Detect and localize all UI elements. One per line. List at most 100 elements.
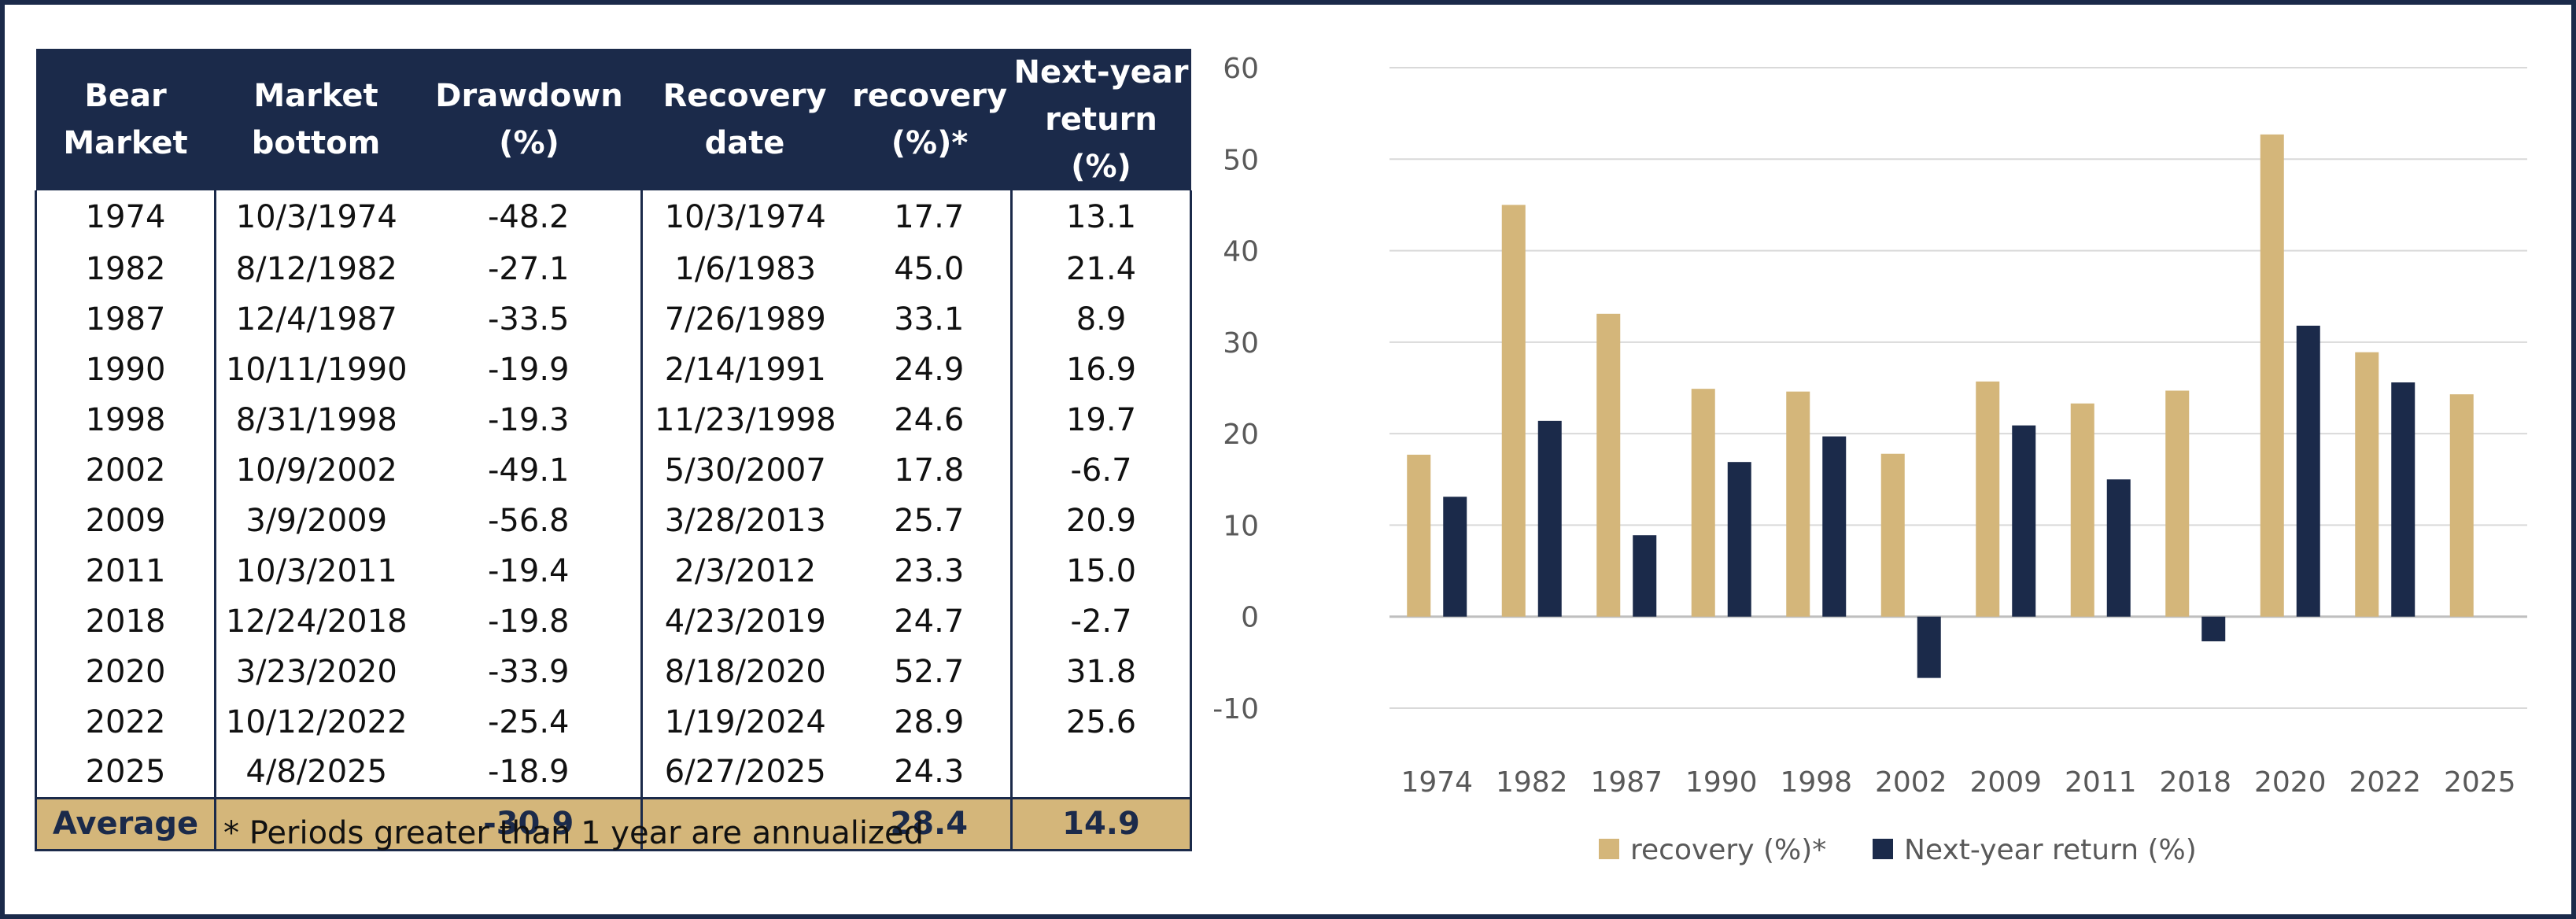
- bar-recovery: [2165, 390, 2190, 617]
- table-row: 2022 10/12/2022 -25.4 1/19/2024 28.9 25.6: [35, 697, 1192, 747]
- cell-recovery-pct: 45.0: [894, 251, 965, 287]
- header-drawdown: Drawdown (%): [416, 49, 642, 190]
- cell-market-bottom: 8/31/1998: [214, 395, 417, 445]
- cell-drawdown: -56.8: [488, 503, 570, 539]
- cell-next-year-return: 13.1: [1010, 190, 1192, 244]
- x-tick-label: 2011: [2065, 766, 2137, 799]
- cell-recovery-date: 2/14/1991: [640, 345, 848, 395]
- table-row: 2009 3/9/2009 -56.8 3/28/2013 25.7 20.9: [35, 496, 1192, 546]
- cell-recovery-pct: 23.3: [894, 553, 965, 589]
- cell-drawdown: -19.9: [488, 352, 570, 388]
- bear-market-table: Bear Market Market bottom Drawdown (%) Reco…: [35, 49, 1192, 851]
- cell-recovery-pct: 17.8: [894, 452, 965, 489]
- x-tick-label: 2022: [2349, 766, 2421, 799]
- cell-drawdown: -25.4: [488, 704, 570, 740]
- cell-recovery-date: 6/27/2025: [640, 747, 848, 799]
- cell-next-year-return: 31.8: [1010, 647, 1192, 697]
- cell-market-bottom: 4/8/2025: [214, 747, 417, 799]
- table-row: 1990 10/11/1990 -19.9 2/14/1991 24.9 16.9: [35, 345, 1192, 395]
- header-market-bottom: Market bottom: [215, 49, 417, 190]
- bar-next-year-return: [2012, 425, 2036, 617]
- average-drawdown: -30.9: [416, 796, 642, 851]
- cell-drawdown: -18.9: [416, 747, 642, 799]
- cell-recovery-date: 1/6/1983: [640, 244, 848, 294]
- bar-recovery: [2070, 403, 2094, 617]
- bar-recovery: [2260, 134, 2284, 617]
- cell-recovery-pct: 17.7: [894, 199, 965, 235]
- average-next-year-return: 14.9: [1010, 796, 1192, 851]
- cell-drawdown: -33.9: [488, 654, 570, 690]
- x-tick-label: 2018: [2159, 766, 2231, 799]
- y-tick-label: 0: [1241, 602, 1259, 634]
- cell-recovery-pct: 28.9: [894, 704, 965, 740]
- cell-market-bottom: 3/9/2009: [214, 496, 417, 546]
- cell-market-bottom: 12/4/1987: [214, 294, 417, 345]
- y-tick-label: 10: [1223, 510, 1259, 542]
- average-cell: [640, 796, 848, 851]
- cell-next-year-return: 16.9: [1010, 345, 1192, 395]
- bar-recovery: [1691, 389, 1715, 617]
- x-tick-label: 1998: [1780, 766, 1852, 799]
- table-footnote: * Periods greater than 1 year are annual…: [223, 815, 924, 851]
- legend-label-next-year-return: Next-year return (%): [1904, 834, 2197, 866]
- bar-next-year-return: [2201, 616, 2226, 642]
- bar-recovery: [1596, 313, 1621, 617]
- cell-next-year-return: 21.4: [1010, 244, 1192, 294]
- bar-next-year-return: [2106, 479, 2131, 617]
- cell-drawdown: -49.1: [488, 452, 570, 489]
- table-row: 1982 8/12/1982 -27.1 1/6/1983 45.0 21.4: [35, 244, 1192, 294]
- table-row: 1987 12/4/1987 -33.5 7/26/1989 33.1 8.9: [35, 294, 1192, 345]
- cell-bear-market-year: 1998: [35, 395, 216, 445]
- cell-recovery-date: 5/30/2007: [640, 445, 848, 496]
- cell-bear-market-year: 1987: [35, 294, 216, 345]
- cell-bear-market-year: 2002: [35, 445, 216, 496]
- cell-recovery-date: 3/28/2013: [640, 496, 848, 546]
- header-recovery-pct: recovery (%)*: [847, 49, 1012, 190]
- bar-recovery: [1407, 454, 1431, 617]
- x-tick-label: 2002: [1875, 766, 1947, 799]
- cell-drawdown: -33.5: [488, 301, 570, 338]
- cell-bear-market-year: 1990: [35, 345, 216, 395]
- y-tick-label: 30: [1223, 327, 1259, 360]
- cell-recovery-date: 4/23/2019: [640, 596, 848, 647]
- cell-bear-market-year: 1982: [35, 244, 216, 294]
- cell-market-bottom: 3/23/2020: [214, 647, 417, 697]
- bar-next-year-return: [1727, 462, 1751, 617]
- bar-recovery: [1880, 453, 1905, 617]
- x-tick-label: 2025: [2444, 766, 2516, 799]
- cell-bear-market-year: 2022: [35, 697, 216, 747]
- cell-next-year-return: [1010, 747, 1192, 799]
- cell-market-bottom: 10/12/2022: [214, 697, 417, 747]
- bar-chart: -10 0 10 20 30 40 50 60 1974 1982 1987 1990 1998 2002…: [1212, 53, 2527, 866]
- bar-next-year-return: [1443, 496, 1467, 617]
- cell-recovery-date: 11/23/1998: [640, 395, 848, 445]
- table-header-row: Bear Market Market bottom Drawdown (%) Reco…: [35, 49, 1191, 190]
- cell-next-year-return: 25.6: [1010, 697, 1192, 747]
- x-tick-label: 2020: [2254, 766, 2327, 799]
- header-bear-market: Bear Market: [35, 49, 216, 190]
- x-tick-label: 1987: [1590, 766, 1663, 799]
- y-tick-label: 40: [1223, 236, 1259, 268]
- average-label: Average: [35, 796, 216, 851]
- cell-recovery-date: 7/26/1989: [640, 294, 848, 345]
- x-tick-label: 1974: [1401, 766, 1473, 799]
- cell-market-bottom: 10/11/1990: [214, 345, 417, 395]
- bar-recovery: [1976, 381, 2000, 617]
- table-row: 2025 4/8/2025 -18.9 6/27/2025 24.3: [35, 747, 1192, 799]
- cell-next-year-return: 8.9: [1010, 294, 1192, 345]
- y-tick-label: 60: [1223, 53, 1259, 85]
- cell-drawdown: -27.1: [488, 251, 570, 287]
- bar-next-year-return: [2296, 325, 2320, 617]
- cell-drawdown: -48.2: [488, 199, 570, 235]
- bar-next-year-return: [1917, 616, 1941, 678]
- table-row: 2020 3/23/2020 -33.9 8/18/2020 52.7 31.8: [35, 647, 1192, 697]
- x-tick-label: 1990: [1685, 766, 1758, 799]
- cell-bear-market-year: 2025: [35, 747, 216, 799]
- table-row: 2002 10/9/2002 -49.1 5/30/2007 17.8 -6.7: [35, 445, 1192, 496]
- bar-recovery: [2449, 394, 2474, 617]
- y-tick-label: 50: [1223, 144, 1259, 176]
- header-next-year-return: Next-year return (%): [1011, 49, 1191, 190]
- cell-recovery-pct: 24.3: [847, 747, 1012, 799]
- cell-bear-market-year: 2009: [35, 496, 216, 546]
